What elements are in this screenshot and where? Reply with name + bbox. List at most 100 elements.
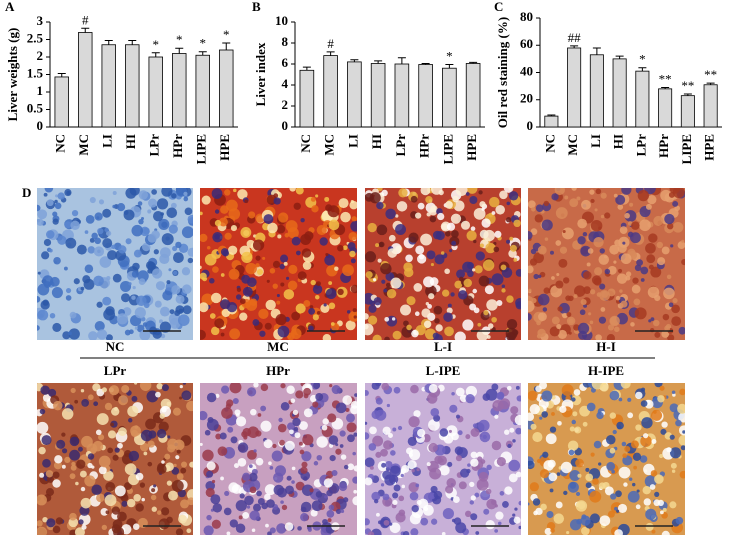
cell xyxy=(175,241,182,249)
cell xyxy=(57,192,65,200)
cell xyxy=(408,232,419,243)
cell xyxy=(224,189,231,196)
cell xyxy=(465,192,470,196)
cell xyxy=(590,219,603,232)
cell xyxy=(365,313,369,320)
cell xyxy=(173,439,185,451)
cell xyxy=(69,311,77,319)
cell xyxy=(531,207,536,212)
cell xyxy=(260,383,269,392)
cell xyxy=(204,429,211,436)
cell xyxy=(634,307,647,320)
cell xyxy=(455,188,468,197)
cell xyxy=(220,248,229,256)
cell xyxy=(589,490,602,503)
cell xyxy=(528,460,535,470)
cell xyxy=(61,432,66,437)
cell xyxy=(343,464,349,470)
cell xyxy=(647,286,660,299)
cell xyxy=(618,397,623,402)
cell xyxy=(156,510,162,515)
cell xyxy=(245,262,257,275)
cell xyxy=(365,421,368,425)
cell xyxy=(105,334,113,340)
cell xyxy=(335,448,342,455)
cell xyxy=(543,200,550,207)
y-tick-label: 1.5 xyxy=(27,65,44,80)
cell xyxy=(228,245,238,255)
cell xyxy=(645,203,652,210)
cell xyxy=(423,320,432,328)
cell xyxy=(117,442,123,449)
cell xyxy=(256,268,263,276)
cell xyxy=(557,420,562,426)
cell xyxy=(413,283,423,292)
cell xyxy=(125,188,137,199)
cell xyxy=(124,463,137,475)
cell xyxy=(427,304,432,309)
cell xyxy=(452,496,460,503)
cell xyxy=(488,196,500,208)
cell xyxy=(381,279,386,284)
bar xyxy=(612,58,627,128)
cell xyxy=(420,233,433,246)
cell xyxy=(396,201,408,212)
cell xyxy=(233,463,239,469)
cell xyxy=(323,478,334,488)
cell xyxy=(485,388,498,401)
cell xyxy=(352,308,357,313)
cell xyxy=(210,494,221,505)
cell xyxy=(265,299,276,311)
cell xyxy=(472,423,478,428)
cell xyxy=(322,518,328,525)
cell xyxy=(98,199,105,205)
cell xyxy=(625,271,632,277)
cell xyxy=(69,436,80,447)
cell xyxy=(680,445,685,451)
cell xyxy=(239,312,248,321)
cell xyxy=(371,491,381,501)
cell xyxy=(237,458,247,467)
cell xyxy=(466,262,474,270)
cell xyxy=(266,499,275,508)
cell xyxy=(276,300,281,305)
cell xyxy=(80,497,92,509)
cell xyxy=(619,226,628,234)
cell xyxy=(61,464,66,469)
cell xyxy=(373,297,382,306)
cell xyxy=(509,244,517,252)
cell xyxy=(297,271,307,281)
cell xyxy=(451,432,459,441)
error-bar xyxy=(445,64,454,69)
cell xyxy=(334,266,339,271)
cell xyxy=(278,417,283,423)
cell xyxy=(66,190,71,196)
cell xyxy=(376,201,384,210)
cell xyxy=(532,498,541,506)
cell xyxy=(486,498,497,510)
cell xyxy=(529,258,538,266)
cell xyxy=(69,529,77,535)
cell xyxy=(470,428,480,437)
cell xyxy=(450,213,462,224)
cell xyxy=(291,480,295,484)
cell xyxy=(428,419,440,431)
cell xyxy=(544,237,549,241)
cell xyxy=(599,383,609,392)
cell xyxy=(114,447,120,453)
cell xyxy=(104,227,109,233)
cell xyxy=(508,191,519,201)
cell xyxy=(114,485,126,497)
cell xyxy=(134,383,138,385)
cell xyxy=(653,499,661,507)
cell xyxy=(102,296,112,306)
cell xyxy=(255,255,261,261)
bar xyxy=(394,63,410,128)
cell xyxy=(159,253,170,265)
cell xyxy=(45,488,55,497)
cell xyxy=(327,205,340,218)
cell xyxy=(606,434,616,445)
cell xyxy=(506,295,514,303)
cell xyxy=(452,195,459,203)
cell xyxy=(365,251,377,263)
